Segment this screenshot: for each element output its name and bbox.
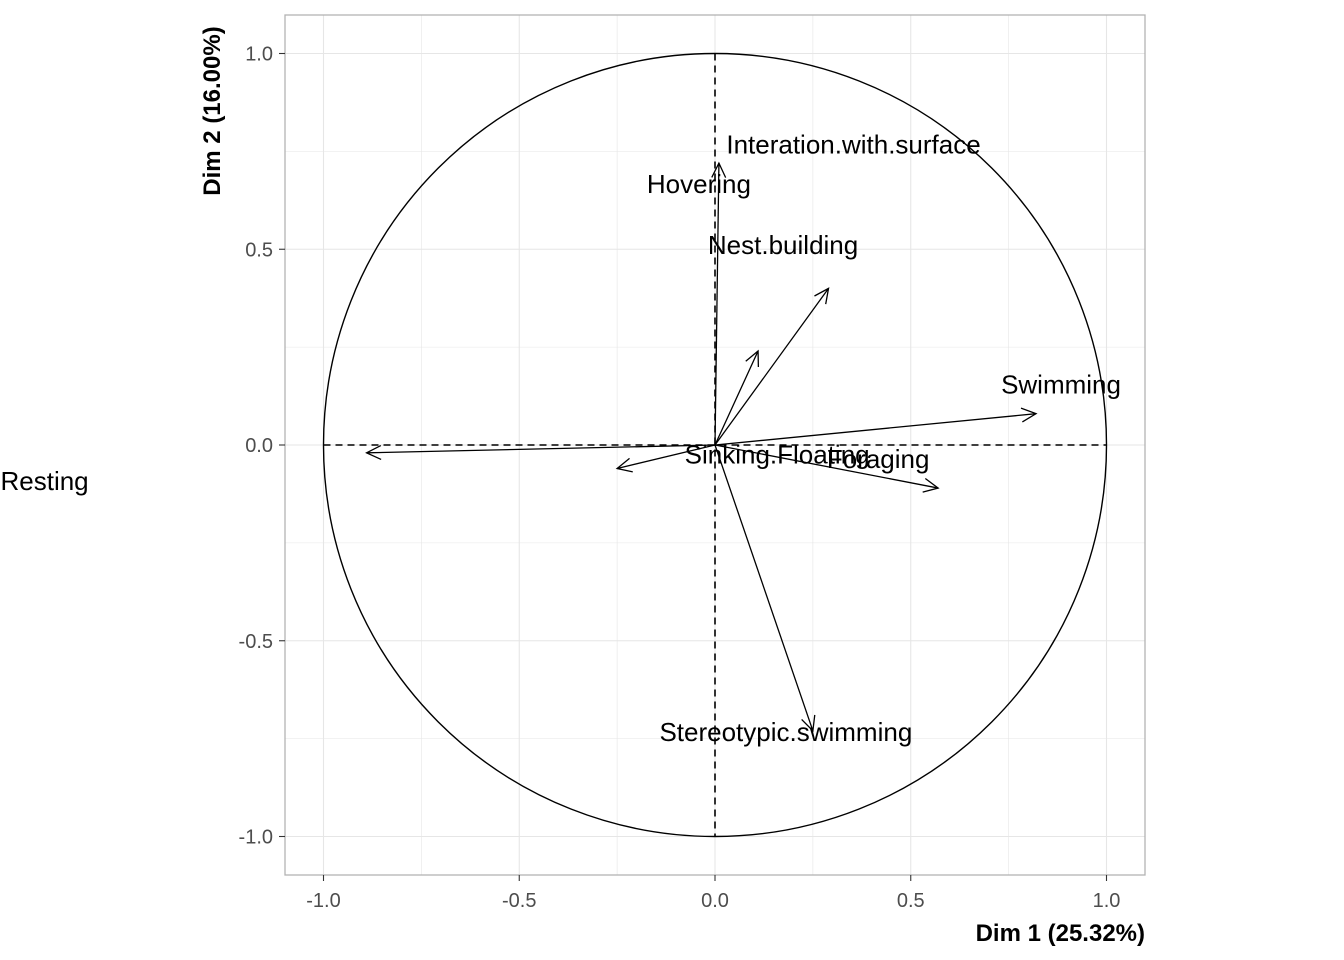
arrow-sinking-floating [615,444,716,473]
label-hovering: Hovering [647,169,751,199]
y-axis-title: Dim 2 (16.00%) [199,26,226,195]
x-tick-label: -1.0 [306,890,340,912]
y-tick-label: 0.5 [245,239,273,261]
y-axis-ticks: -1.0 -0.5 0.0 0.5 1.0 [239,44,285,849]
label-resting: Resting [0,466,88,496]
arrow-foraging [714,444,940,493]
arrow-shaft-resting [366,444,716,454]
arrow-resting [365,444,716,461]
arrow-shaft-hovering [714,163,720,446]
arrow-head-sinking-floating [615,457,633,473]
arrow-head-nest-building [745,349,760,368]
x-tick-label: 1.0 [1093,890,1121,912]
variable-arrows [365,161,1038,733]
arrow-interation-with-surface [714,287,830,446]
label-swimming: Swimming [1001,370,1121,400]
arrow-shaft-swimming [714,413,1037,446]
label-nest-building: Nest.building [708,230,858,260]
label-stereotypic-swimming: Stereotypic.swimming [659,717,912,747]
x-axis-ticks: -1.0 -0.5 0.0 0.5 1.0 [306,875,1120,912]
y-tick-label: -1.0 [239,827,273,849]
arrow-hovering [711,161,727,446]
arrow-nest-building [714,349,760,446]
arrow-shaft-nest-building [714,350,759,446]
label-foraging: Foraging [827,444,930,474]
arrow-shaft-stereotypic-swimming [714,444,814,732]
arrow-shaft-interation-with-surface [714,288,830,446]
y-tick-label: 0.0 [245,435,273,457]
arrow-head-foraging [922,477,940,493]
x-tick-label: 0.0 [701,890,729,912]
y-tick-label: 1.0 [245,44,273,66]
arrow-head-interation-with-surface [814,287,830,305]
arrow-head-stereotypic-swimming [801,714,816,733]
label-sinking-floating: Sinking.Floating [685,439,870,469]
reference-lines [323,53,1107,837]
arrow-head-hovering [711,161,727,178]
arrow-shaft-sinking-floating [616,444,716,470]
arrow-swimming [714,407,1038,446]
arrow-shaft-foraging [714,444,939,489]
x-tick-label: 0.5 [897,890,925,912]
arrow-head-swimming [1020,407,1038,423]
x-axis-title: Dim 1 (25.32%) [976,920,1145,947]
x-tick-label: -0.5 [502,890,536,912]
y-tick-label: -0.5 [239,631,273,653]
arrow-head-resting [365,444,382,461]
arrow-stereotypic-swimming [714,444,816,733]
variable-labels: Hovering Interation.with.surface Nest.buil… [0,129,1121,746]
label-interation-with-surface: Interation.with.surface [726,129,980,159]
